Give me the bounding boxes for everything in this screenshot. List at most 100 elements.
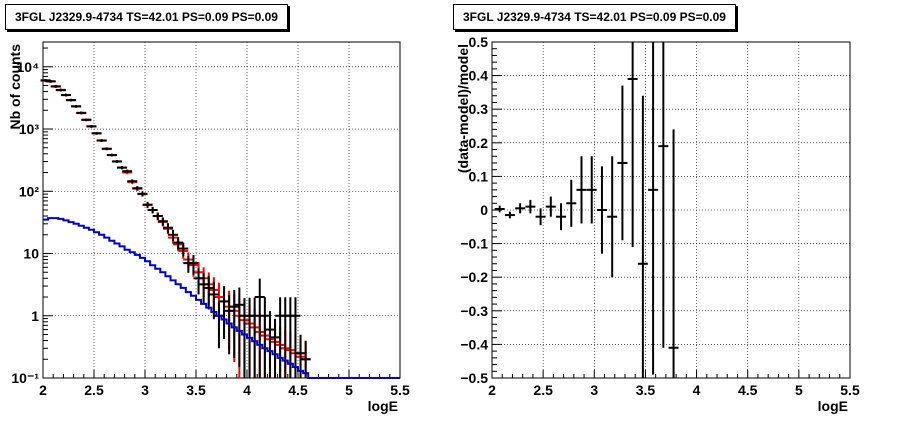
data-point xyxy=(617,85,628,241)
x-tick-label: 5 xyxy=(795,382,803,398)
data-point xyxy=(71,104,82,108)
data-point xyxy=(586,156,597,224)
data-point xyxy=(290,297,301,378)
data-point xyxy=(55,88,66,92)
data-point xyxy=(101,147,112,151)
data-point xyxy=(162,223,173,234)
data-point xyxy=(627,42,638,247)
right-chart-title: 3FGL J2329.9-4734 TS=42.01 PS=0.09 PS=0.… xyxy=(453,4,736,30)
x-tick-label: 4.5 xyxy=(738,382,758,398)
data-point xyxy=(219,286,230,339)
data-point xyxy=(137,191,148,197)
x-tick-label: 2.5 xyxy=(84,382,104,398)
data-point xyxy=(132,186,143,191)
y-tick-label: 10⁴ xyxy=(17,59,40,75)
data-point xyxy=(668,129,679,378)
data-point xyxy=(168,229,179,241)
x-tick-label: 4 xyxy=(243,382,251,398)
data-point xyxy=(203,276,214,310)
y-axis-label: (data-model)/model xyxy=(455,44,471,173)
data-point xyxy=(86,124,97,128)
plot-frame xyxy=(42,41,401,379)
x-tick-label: 3 xyxy=(141,382,149,398)
y-tick-label: −0.5 xyxy=(460,370,488,386)
y-tick-label: 0.2 xyxy=(469,135,489,151)
data-point xyxy=(66,98,77,102)
x-tick-label: 4 xyxy=(693,382,701,398)
x-tick-label: 5.5 xyxy=(390,382,410,398)
data-point xyxy=(111,160,122,163)
data-point xyxy=(45,79,56,83)
y-tick-label: 10 xyxy=(23,246,39,262)
data-point xyxy=(76,111,87,115)
x-tick-label: 5 xyxy=(345,382,353,398)
data-point xyxy=(147,206,158,214)
y-tick-label: −0.3 xyxy=(460,303,488,319)
x-tick-label: 2.5 xyxy=(533,382,553,398)
data-point xyxy=(525,199,536,214)
data-point xyxy=(566,179,577,227)
data-point xyxy=(234,287,245,368)
y-tick-label: 0 xyxy=(480,202,488,218)
plot-frame xyxy=(491,41,851,379)
left-chart-title: 3FGL J2329.9-4734 TS=42.01 PS=0.09 PS=0.… xyxy=(5,4,288,30)
data-point xyxy=(188,255,199,275)
x-axis-label: logE xyxy=(818,398,848,414)
data-point xyxy=(106,153,117,157)
y-tick-label: −0.1 xyxy=(460,236,488,252)
data-point xyxy=(81,118,92,122)
data-point xyxy=(229,290,240,358)
data-point xyxy=(117,166,128,170)
y-axis-label: Nb of counts xyxy=(7,44,23,130)
data-point xyxy=(198,273,209,304)
x-tick-label: 3 xyxy=(590,382,598,398)
data-point xyxy=(60,93,71,97)
y-tick-label: −0.2 xyxy=(460,269,488,285)
data-point xyxy=(545,196,556,217)
x-axis-label: logE xyxy=(368,398,398,414)
y-tick-label: 0.1 xyxy=(469,168,489,184)
y-tick-label: 1 xyxy=(31,308,39,324)
x-tick-label: 2 xyxy=(39,382,47,398)
data-point xyxy=(596,166,607,254)
chart-panel-1: 2 2.5 3 3.5 4 4.5 5 5.5 10⁻¹ 1 10 10² 10³ 10⁴ logE Nb o… xyxy=(7,41,410,414)
data-point xyxy=(91,131,102,135)
data-point xyxy=(249,297,260,378)
chart-panel-2: 2 2.5 3 3.5 4 4.5 5 5.5 −0.5 −0.4 −0.3 −0.2 −0.1 0 0.1… xyxy=(455,34,860,414)
data-point xyxy=(556,203,567,231)
data-point xyxy=(648,42,659,375)
data-point xyxy=(264,311,275,378)
data-point xyxy=(127,179,138,184)
x-tick-label: 4.5 xyxy=(288,382,308,398)
data-point xyxy=(515,203,526,214)
data-point xyxy=(152,212,163,221)
data-point xyxy=(637,95,648,378)
x-tick-label: 3.5 xyxy=(186,382,206,398)
y-tick-label: 0.5 xyxy=(469,34,489,50)
x-tick-label: 5.5 xyxy=(840,382,860,398)
data-point xyxy=(300,340,311,378)
y-tick-label: 0.3 xyxy=(469,101,489,117)
data-point xyxy=(270,318,281,378)
data-point xyxy=(494,205,505,213)
y-tick-label: −0.4 xyxy=(460,336,488,352)
data-point xyxy=(157,217,168,226)
data-point xyxy=(576,156,587,224)
data-point xyxy=(178,242,189,257)
data-point xyxy=(142,201,153,208)
data-point xyxy=(254,278,265,378)
y-tick-label: 10⁻¹ xyxy=(11,370,39,386)
y-tick-label: 0.4 xyxy=(469,68,489,84)
y-tick-label: 10² xyxy=(19,183,40,199)
data-point xyxy=(504,211,515,219)
data-point xyxy=(50,85,61,88)
data-point xyxy=(607,156,618,278)
data-point xyxy=(658,42,669,348)
data-point xyxy=(96,139,107,142)
model-step-line xyxy=(43,217,400,379)
y-tick-label: 10³ xyxy=(19,121,40,137)
data-point xyxy=(173,237,184,250)
data-point xyxy=(224,294,235,355)
data-point xyxy=(259,297,270,378)
